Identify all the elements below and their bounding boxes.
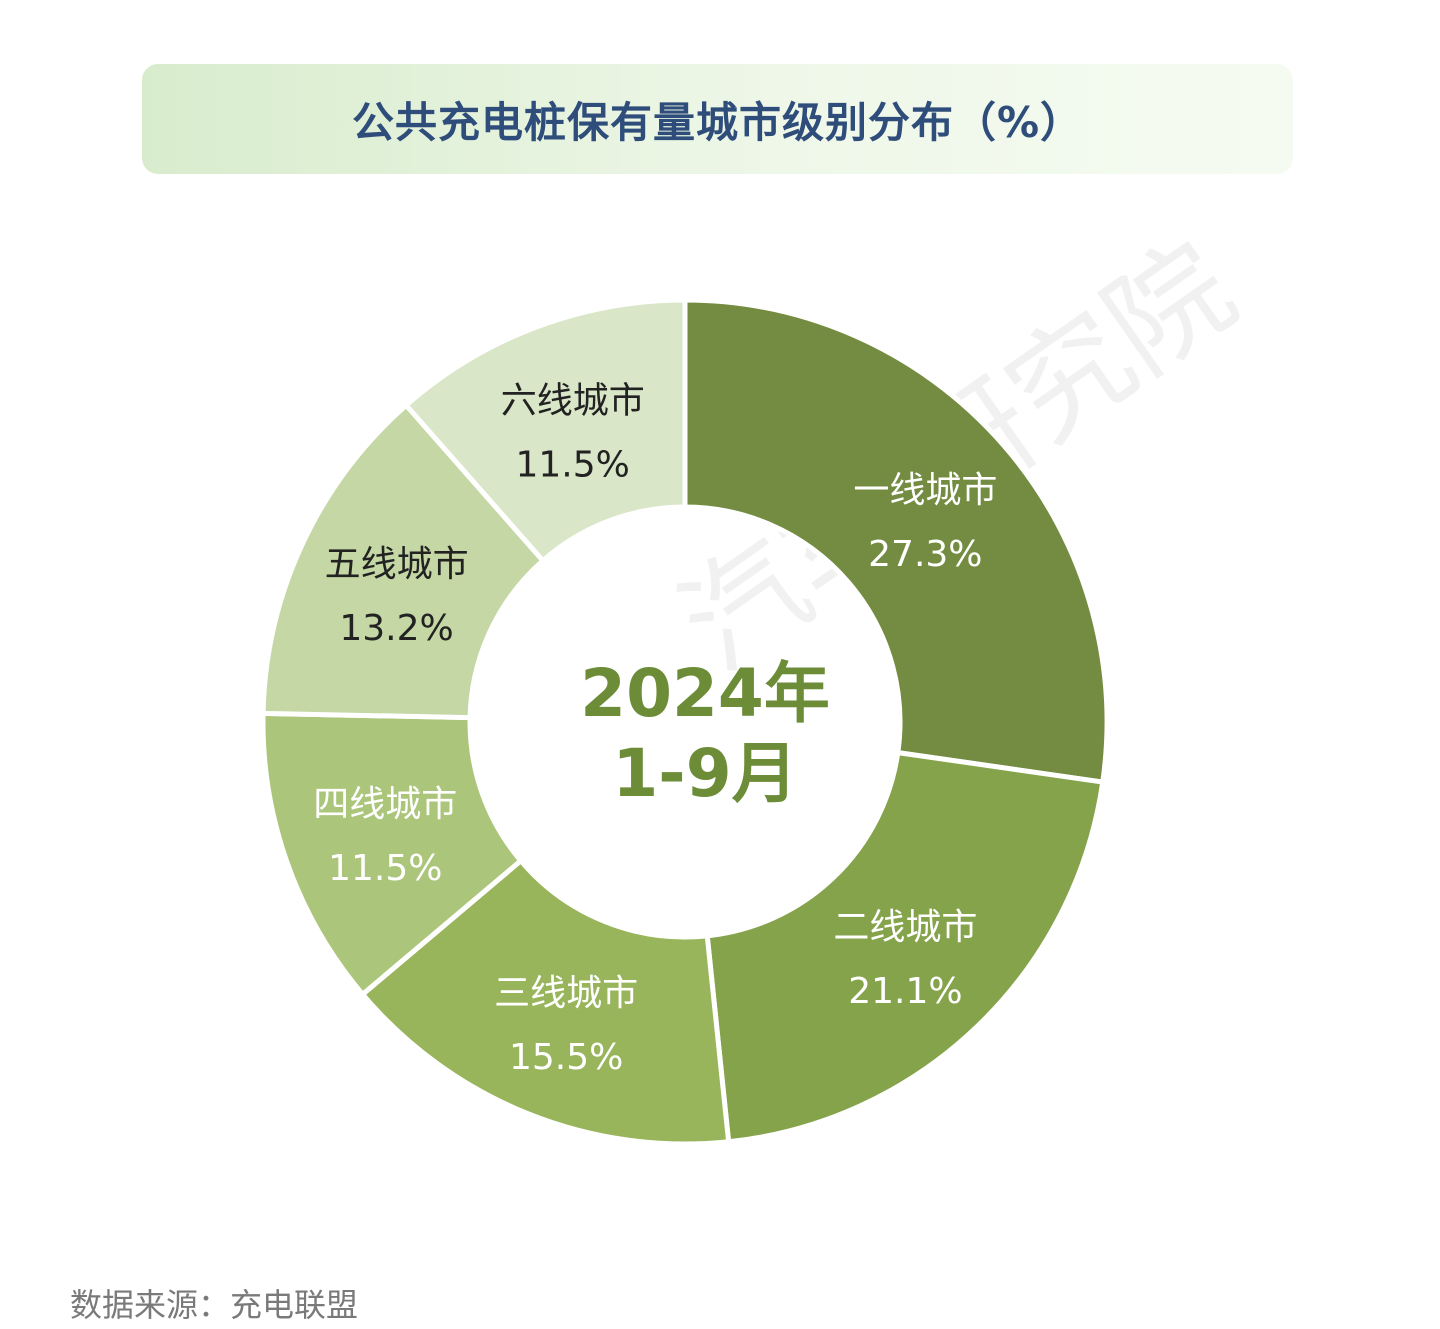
- slice-category-label: 三线城市: [494, 973, 638, 1014]
- slice-value-label: 13.2%: [339, 608, 453, 649]
- pie-slice-6: [402, 297, 688, 565]
- slice-value-label: 11.5%: [516, 444, 630, 485]
- slice-value-label: 15.5%: [509, 1037, 623, 1078]
- title-banner: 公共充电桩保有量城市级别分布（%）: [142, 64, 1293, 174]
- pie-slice-2: [704, 749, 1106, 1145]
- slice-category-label: 五线城市: [325, 544, 469, 585]
- slice-value-label: 11.5%: [328, 848, 442, 889]
- pie-slice-4: [260, 710, 525, 998]
- slice-category-label: 四线城市: [313, 784, 457, 825]
- slice-category-label: 六线城市: [501, 380, 645, 421]
- data-source: 数据来源：充电联盟: [70, 1286, 359, 1324]
- pie-slice-1: [682, 297, 1110, 785]
- slice-category-label: 二线城市: [833, 907, 977, 948]
- pie-slice-3: [359, 857, 732, 1147]
- slice-value-label: 27.3%: [868, 534, 982, 575]
- center-label-line-1: 2024年: [580, 655, 830, 732]
- slice-value-label: 21.1%: [848, 971, 962, 1012]
- center-label-line-2: 1-9月: [612, 735, 797, 812]
- slice-category-label: 一线城市: [853, 470, 997, 511]
- chart-title: 公共充电桩保有量城市级别分布（%）: [351, 97, 1084, 147]
